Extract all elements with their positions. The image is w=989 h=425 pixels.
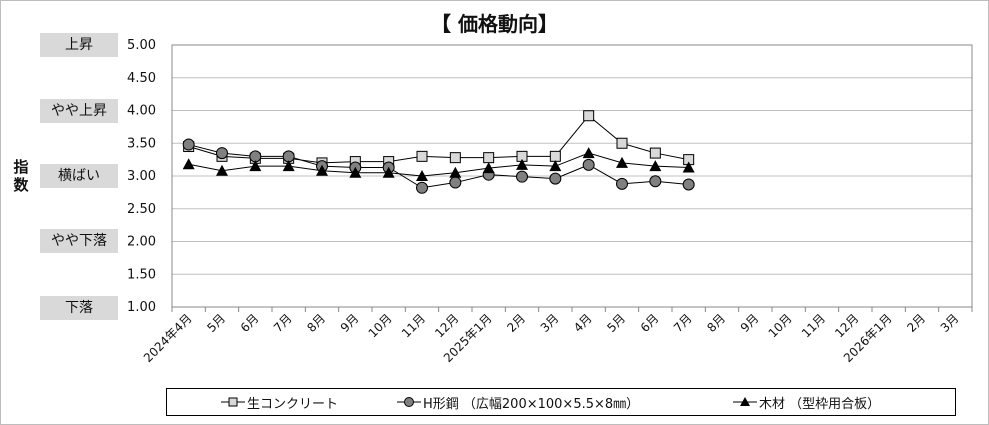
x-tick-label: 4月 [571, 311, 595, 335]
legend-label-concrete: 生コンクリート [247, 396, 339, 412]
data-point-triangle [682, 161, 695, 173]
data-point-square [649, 147, 661, 159]
y-tick-label: 3.50 [127, 136, 156, 151]
y-tick-label: 4.50 [127, 71, 156, 86]
data-point-circle [182, 138, 195, 151]
data-point-circle [649, 175, 662, 188]
chart-title: 【 価格動向】 [431, 12, 558, 36]
x-tick-label: 12月 [832, 311, 861, 340]
x-tick-label: 2月 [504, 311, 528, 335]
data-point-square [549, 150, 561, 162]
x-tick-label: 8月 [704, 311, 728, 335]
data-point-triangle [516, 158, 528, 170]
y-tick-label: 2.00 [127, 235, 156, 250]
data-point-triangle [349, 166, 362, 178]
x-tick-label: 11月 [399, 311, 428, 340]
data-point-square [583, 110, 595, 122]
x-tick-label: 7月 [271, 311, 295, 335]
data-point-circle [416, 181, 428, 194]
y-tick-label: 2.50 [127, 202, 156, 217]
data-point-triangle [616, 156, 628, 168]
y-tick-label: 5.00 [127, 38, 156, 53]
data-point-square [449, 152, 461, 164]
x-tick-label: 6月 [238, 311, 262, 335]
y-tick-label: 1.00 [127, 300, 156, 315]
line-chart: 5.00 4.50 4.00 3.50 3.00 2.50 2.00 1.50 1.002024… [127, 38, 973, 365]
data-point-square [483, 152, 495, 164]
data-point-circle [616, 177, 628, 190]
data-point-triangle [382, 166, 395, 178]
y-tick-label: 1.50 [127, 267, 156, 282]
legend-item-timber: 木材 （型枠用合板） [733, 389, 880, 415]
series-line-circle [188, 144, 689, 189]
side-label-slight-rise: やや上昇 [40, 99, 118, 123]
x-tick-label: 9月 [738, 311, 762, 335]
data-point-triangle [216, 164, 228, 176]
x-tick-label: 7月 [671, 311, 695, 335]
data-point-triangle [182, 158, 195, 170]
x-tick-label: 2月 [904, 311, 928, 335]
series-line-square [188, 115, 689, 164]
side-label-flat: 横ばい [40, 164, 118, 188]
data-point-circle [582, 158, 595, 171]
data-point-triangle [416, 170, 428, 181]
x-tick-label: 2024年4月 [141, 311, 195, 365]
data-point-triangle [549, 160, 562, 172]
data-point-square [616, 137, 628, 149]
x-tick-label: 8月 [304, 311, 328, 335]
data-point-circle [516, 170, 528, 183]
side-label-rise: 上昇 [40, 33, 118, 57]
side-label-slight-fall: やや下落 [40, 229, 118, 253]
x-tick-label: 9月 [338, 311, 362, 335]
circle-marker-icon [397, 397, 421, 407]
square-marker-icon [221, 397, 245, 407]
data-point-triangle [449, 166, 462, 178]
data-point-square [416, 150, 428, 162]
legend-item-h-beam: H形鋼 （広幅200×100×5.5×8㎜） [397, 389, 639, 415]
data-point-triangle [316, 164, 328, 176]
side-label-fall: 下落 [40, 296, 118, 320]
data-point-circle [449, 176, 462, 189]
data-point-triangle [582, 147, 595, 159]
legend-label-h-beam: H形鋼 （広幅200×100×5.5×8㎜） [423, 396, 640, 412]
legend-item-concrete: 生コンクリート [221, 389, 338, 415]
data-point-triangle [282, 160, 295, 172]
triangle-marker-icon [733, 397, 757, 406]
x-tick-label: 6月 [638, 311, 662, 335]
y-tick-label: 3.00 [127, 169, 156, 184]
x-tick-label: 11月 [799, 311, 828, 340]
data-point-triangle [249, 160, 262, 172]
x-tick-label: 5月 [604, 311, 628, 335]
data-point-triangle [649, 160, 662, 172]
data-point-circle [216, 147, 228, 160]
y-axis-title: 指数 [13, 158, 29, 194]
x-tick-label: 3月 [538, 311, 562, 335]
legend-label-timber: 木材 （型枠用合板） [759, 396, 881, 412]
series-line-triangle [188, 152, 689, 177]
data-point-triangle [482, 162, 495, 174]
x-tick-label: 10月 [366, 311, 395, 340]
x-tick-label: 5月 [204, 311, 228, 335]
y-tick-label: 4.00 [127, 104, 156, 119]
data-point-circle [549, 172, 562, 185]
x-tick-label: 3月 [938, 311, 962, 335]
x-tick-label: 10月 [766, 311, 795, 340]
data-point-circle [682, 178, 695, 191]
x-tick-label: 12月 [432, 311, 461, 340]
legend: 生コンクリート H形鋼 （広幅200×100×5.5×8㎜） 木材 （型枠用合板… [166, 388, 956, 416]
